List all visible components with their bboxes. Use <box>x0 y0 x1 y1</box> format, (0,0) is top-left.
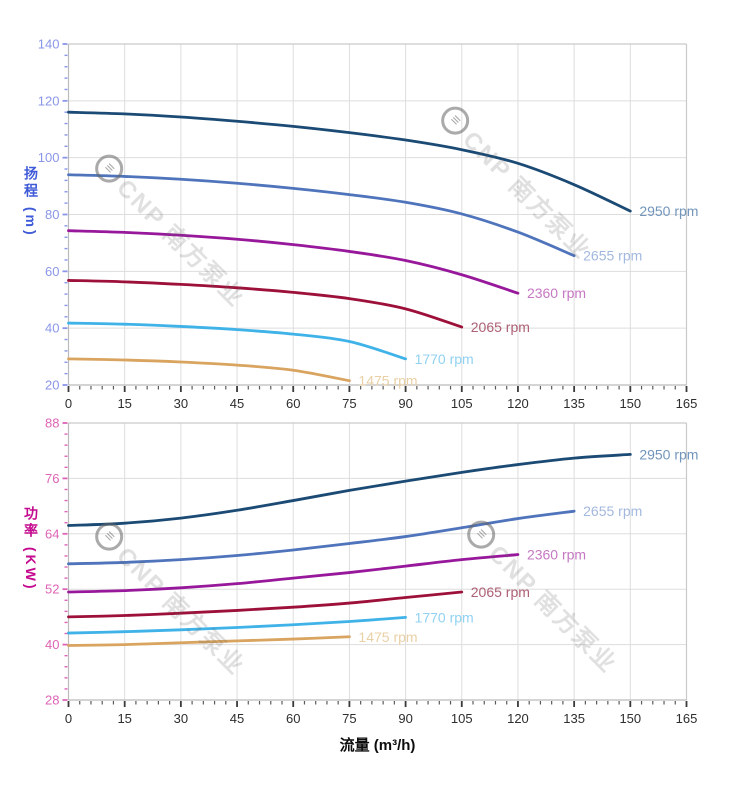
x-tick-label: 105 <box>451 396 473 411</box>
x-tick-label: 165 <box>676 396 698 411</box>
flow-x-axis-title: 流量 (m³/h) <box>339 737 416 754</box>
x-tick-label: 165 <box>676 711 698 726</box>
x-tick-label: 120 <box>507 396 529 411</box>
head-curve-1770rpm <box>67 321 407 361</box>
y-tick-label: 52 <box>45 582 59 597</box>
curve-label-1770rpm: 1770 rpm <box>415 609 474 625</box>
x-tick-label: 90 <box>398 711 412 726</box>
head-curve-2655rpm <box>67 173 576 258</box>
x-tick-label: 150 <box>619 711 641 726</box>
curve-label-2065rpm: 2065 rpm <box>471 319 530 335</box>
y-tick-label: 80 <box>45 207 59 222</box>
x-tick-label: 150 <box>619 396 641 411</box>
curve-label-2655rpm: 2655 rpm <box>583 503 642 519</box>
y-tick-label: 60 <box>45 264 59 279</box>
x-tick-label: 60 <box>286 396 300 411</box>
x-tick-label: 15 <box>117 711 131 726</box>
head-curve-chart: 20 40 60 80 100 120 140 0 15 30 45 60 75 90 105 120 135 1… <box>38 37 699 412</box>
y-tick-label: 88 <box>45 416 59 431</box>
curve-label-2655rpm: 2655 rpm <box>583 248 642 264</box>
curve-label-2360rpm: 2360 rpm <box>527 285 586 301</box>
y-tick-label: 120 <box>38 93 60 108</box>
head-curve-2360rpm <box>67 229 520 295</box>
y-tick-label: 28 <box>45 693 59 708</box>
power-curve-2065rpm <box>67 590 464 619</box>
power-curve-1475rpm <box>67 635 351 647</box>
x-tick-label: 0 <box>65 396 72 411</box>
y-tick-label: 40 <box>45 321 59 336</box>
x-tick-label: 120 <box>507 711 529 726</box>
curve-label-2950rpm: 2950 rpm <box>639 446 698 462</box>
x-tick-label: 30 <box>174 396 188 411</box>
x-tick-label: 135 <box>563 711 585 726</box>
x-tick-label: 75 <box>342 711 356 726</box>
x-tick-label: 30 <box>174 711 188 726</box>
power-curve-chart: 28 40 52 64 76 88 0 15 30 45 60 75 90 105 120 135 150 165… <box>45 416 698 727</box>
head-curve-1475rpm <box>67 357 351 383</box>
power-curve-2360rpm <box>67 553 520 594</box>
y-tick-label: 20 <box>45 378 59 393</box>
x-tick-label: 105 <box>451 711 473 726</box>
x-tick-label: 90 <box>398 396 412 411</box>
curve-label-1475rpm: 1475 rpm <box>358 373 417 389</box>
curve-label-1475rpm: 1475 rpm <box>358 629 417 645</box>
head-curve-2950rpm <box>67 110 632 213</box>
y-tick-label: 140 <box>38 37 60 52</box>
x-tick-label: 15 <box>117 396 131 411</box>
x-tick-label: 0 <box>65 711 72 726</box>
curve-label-2065rpm: 2065 rpm <box>471 584 530 600</box>
head-curve-2065rpm <box>67 279 464 329</box>
power-curve-2950rpm <box>67 452 632 527</box>
y-tick-label: 64 <box>45 526 59 541</box>
curve-label-2360rpm: 2360 rpm <box>527 547 586 563</box>
power-curve-1770rpm <box>67 615 407 635</box>
x-tick-label: 60 <box>286 711 300 726</box>
curve-label-2950rpm: 2950 rpm <box>639 203 698 219</box>
head-y-axis-title: 扬程 (m) <box>23 166 39 238</box>
power-curve-2655rpm <box>67 509 576 566</box>
x-tick-label: 45 <box>230 711 244 726</box>
y-tick-label: 100 <box>38 150 60 165</box>
x-tick-label: 135 <box>563 396 585 411</box>
y-tick-label: 40 <box>45 637 59 652</box>
curve-label-1770rpm: 1770 rpm <box>415 351 474 367</box>
y-tick-label: 76 <box>45 471 59 486</box>
x-tick-label: 75 <box>342 396 356 411</box>
power-y-axis-title: 功率 (KW) <box>23 506 39 592</box>
x-tick-label: 45 <box>230 396 244 411</box>
